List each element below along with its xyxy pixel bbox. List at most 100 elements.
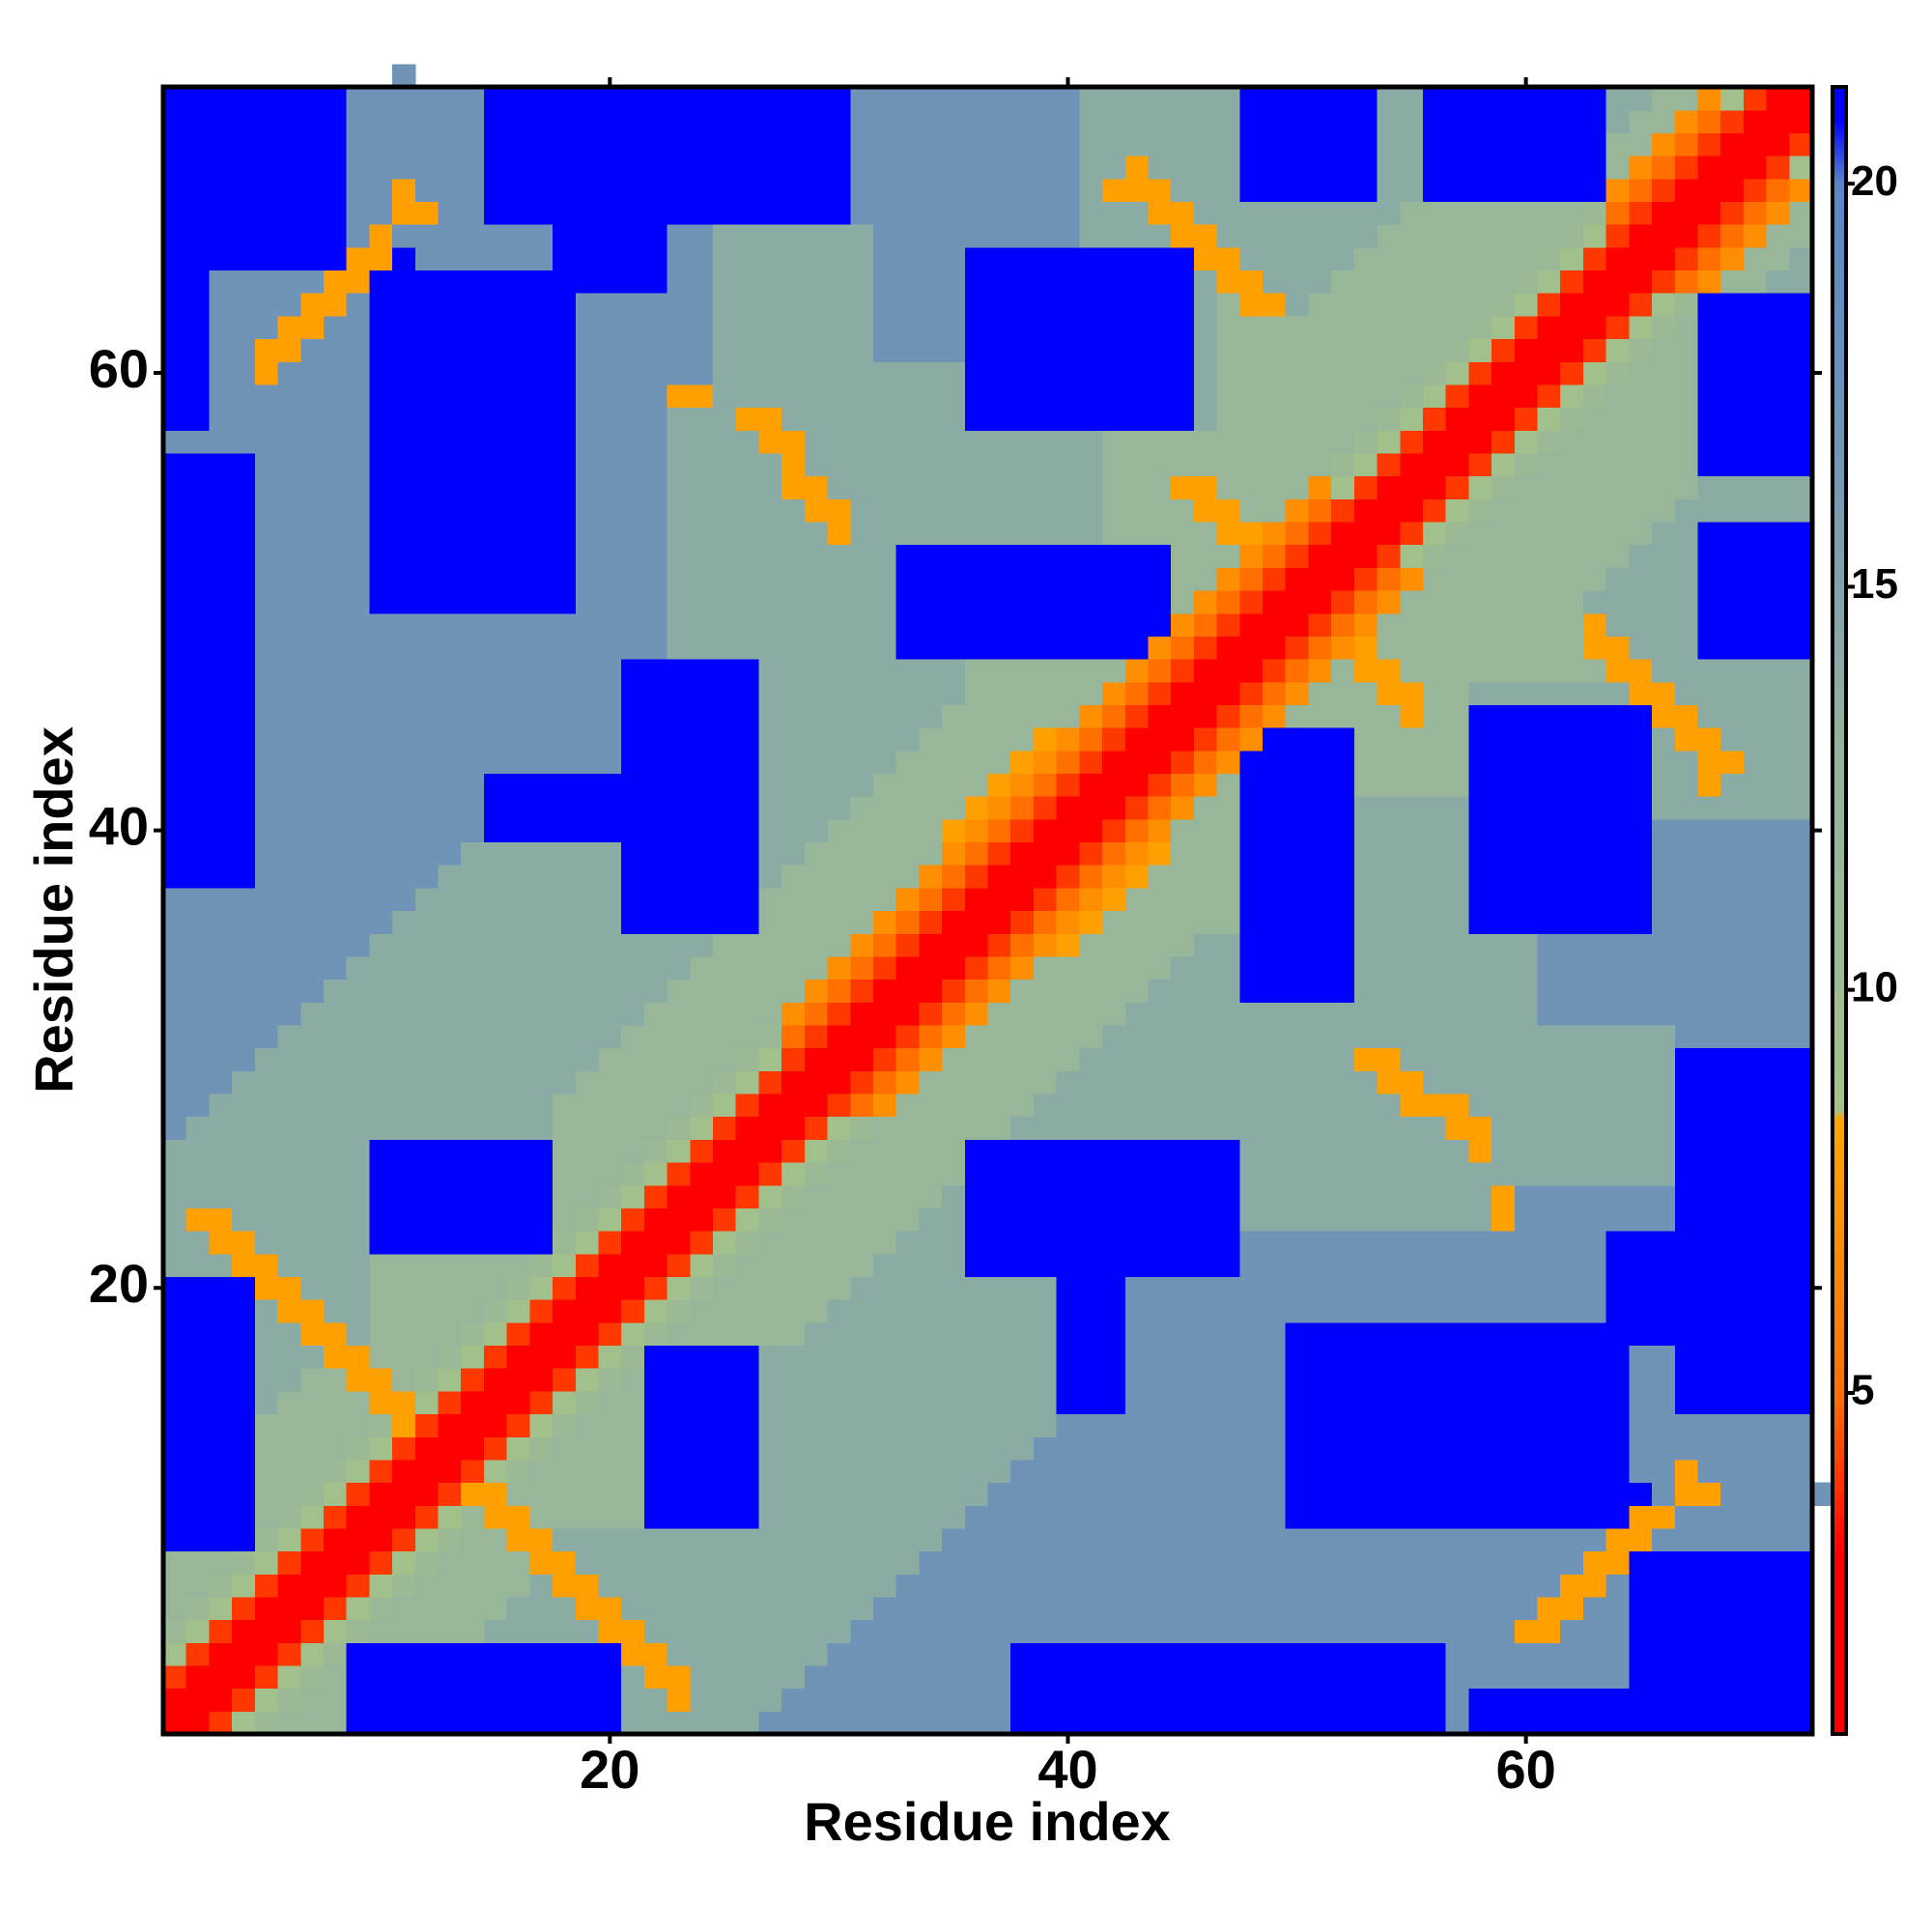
heatmap-cell	[323, 1093, 348, 1118]
heatmap-cell	[942, 246, 966, 271]
heatmap-cell	[919, 1574, 943, 1598]
heatmap-cell	[735, 178, 760, 203]
heatmap-cell	[1422, 841, 1447, 866]
heatmap-cell	[1445, 246, 1469, 271]
heatmap-cell	[850, 1688, 874, 1712]
heatmap-cell	[850, 1642, 874, 1666]
heatmap-cell	[1537, 1299, 1561, 1323]
heatmap-cell	[277, 1139, 301, 1163]
heatmap-cell	[392, 750, 416, 775]
heatmap-cell	[781, 338, 806, 362]
heatmap-cell	[850, 87, 874, 111]
heatmap-cell	[1674, 1390, 1699, 1415]
heatmap-cell	[964, 750, 989, 775]
heatmap-cell	[895, 910, 920, 934]
heatmap-cell	[1652, 475, 1676, 499]
heatmap-cell	[1033, 1368, 1058, 1392]
heatmap-cell	[713, 132, 737, 156]
heatmap-cell	[987, 270, 1011, 294]
heatmap-cell	[1285, 521, 1310, 546]
heatmap-cell	[232, 727, 256, 752]
heatmap-cell	[735, 1505, 760, 1529]
heatmap-cell	[438, 1482, 462, 1506]
heatmap-cell	[323, 201, 348, 225]
heatmap-cell	[1652, 933, 1676, 957]
heatmap-cell	[827, 315, 851, 340]
heatmap-cell	[919, 544, 943, 568]
heatmap-cell	[1492, 1070, 1516, 1094]
heatmap-cell	[254, 910, 279, 934]
heatmap-cell	[895, 1253, 920, 1277]
heatmap-cell	[1422, 338, 1447, 362]
heatmap-cell	[1171, 1093, 1195, 1118]
heatmap-cell	[758, 589, 782, 614]
heatmap-cell	[643, 955, 668, 980]
heatmap-cell	[872, 178, 897, 203]
heatmap-cell	[1514, 1047, 1539, 1071]
heatmap-cell	[781, 156, 806, 180]
heatmap-cell	[1400, 1390, 1424, 1415]
heatmap-cell	[1629, 1619, 1653, 1643]
heatmap-cell	[919, 1047, 943, 1071]
heatmap-cell	[804, 1413, 829, 1437]
heatmap-cell	[872, 361, 897, 385]
heatmap-cell	[1560, 704, 1584, 728]
heatmap-cell	[1010, 407, 1035, 431]
heatmap-cell	[1193, 704, 1218, 728]
heatmap-cell	[1331, 338, 1355, 362]
heatmap-cell	[1193, 201, 1218, 225]
heatmap-cell	[643, 773, 668, 797]
heatmap-cell	[483, 1527, 508, 1552]
heatmap-cell	[232, 1688, 256, 1712]
heatmap-cell	[758, 1527, 782, 1552]
heatmap-cell	[461, 338, 485, 362]
heatmap-cell	[1789, 567, 1813, 591]
heatmap-cell	[872, 201, 897, 225]
heatmap-cell	[254, 567, 279, 591]
heatmap-cell	[964, 430, 989, 454]
heatmap-cell	[942, 773, 966, 797]
heatmap-cell	[987, 178, 1011, 203]
heatmap-cell	[872, 384, 897, 409]
heatmap-cell	[621, 910, 645, 934]
heatmap-cell	[987, 1459, 1011, 1484]
heatmap-cell	[598, 1161, 622, 1186]
heatmap-cell	[529, 201, 554, 225]
heatmap-cell	[1353, 841, 1378, 866]
heatmap-cell	[1285, 270, 1310, 294]
heatmap-cell	[895, 1024, 920, 1049]
heatmap-cell	[1263, 1299, 1287, 1323]
heatmap-cell	[1766, 1688, 1790, 1712]
heatmap-cell	[643, 407, 668, 431]
heatmap-cell	[872, 1619, 897, 1643]
heatmap-cell	[1560, 1642, 1584, 1666]
heatmap-cell	[1789, 1161, 1813, 1186]
heatmap-cell	[827, 1184, 851, 1208]
heatmap-cell	[964, 681, 989, 705]
heatmap-cell	[185, 636, 211, 660]
heatmap-cell	[323, 865, 348, 889]
heatmap-cell	[1148, 1024, 1172, 1049]
heatmap-cell	[1400, 1459, 1424, 1484]
heatmap-cell	[667, 1002, 691, 1026]
heatmap-cell	[1285, 1368, 1310, 1392]
heatmap-cell	[1216, 1161, 1240, 1186]
heatmap-cell	[1124, 156, 1150, 180]
heatmap-cell	[346, 1070, 370, 1094]
heatmap-cell	[1124, 659, 1150, 683]
heatmap-cell	[346, 1505, 370, 1529]
heatmap-cell	[1193, 1664, 1218, 1690]
heatmap-cell	[575, 1642, 600, 1666]
heatmap-cell	[163, 910, 187, 934]
heatmap-cell	[1400, 384, 1424, 409]
heatmap-cell	[1560, 589, 1584, 614]
heatmap-cell	[1422, 361, 1447, 385]
heatmap-cell	[781, 1253, 806, 1277]
heatmap-cell	[964, 796, 989, 820]
heatmap-cell	[667, 1482, 691, 1506]
heatmap-cell	[163, 1619, 187, 1643]
heatmap-cell	[1652, 521, 1676, 546]
heatmap-cell	[232, 156, 256, 180]
heatmap-cell	[1285, 1253, 1310, 1277]
heatmap-cell	[964, 865, 989, 889]
